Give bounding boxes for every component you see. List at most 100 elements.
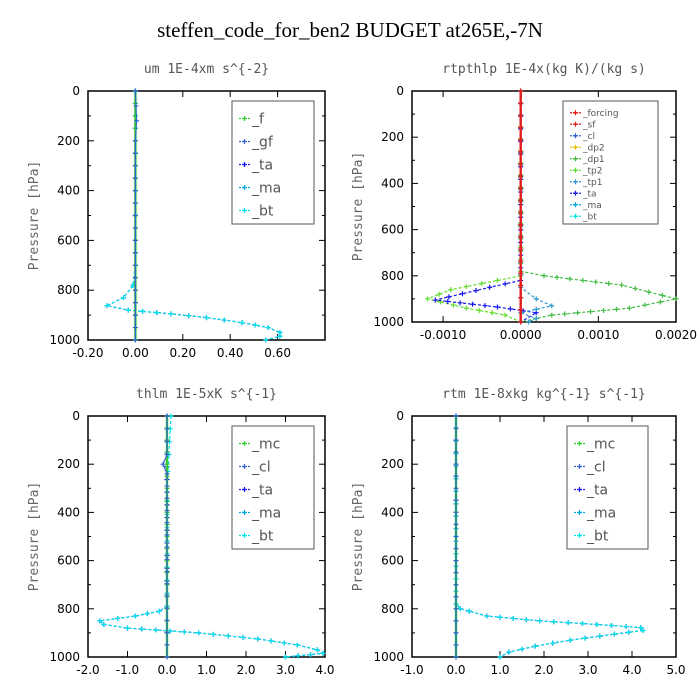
series-marker <box>132 237 138 243</box>
y-tick-label: 0 <box>396 84 404 98</box>
series-marker <box>132 163 138 169</box>
legend-marker <box>573 167 578 173</box>
series-marker <box>134 118 140 124</box>
series-marker <box>453 642 459 648</box>
series-marker <box>497 654 503 660</box>
legend-marker <box>573 179 578 185</box>
panel-title: rtpthlp 1E-4x(kg K)/(kg s) <box>442 62 646 77</box>
series-marker <box>453 570 459 576</box>
series-marker <box>525 319 531 325</box>
series-gf <box>132 88 140 343</box>
series-marker <box>453 630 459 636</box>
series-marker <box>132 113 138 119</box>
y-tick-label: 400 <box>381 505 404 519</box>
y-axis-label: Pressure [hPa] <box>27 482 42 592</box>
series-marker <box>164 532 170 538</box>
legend-label: _cl <box>586 459 606 475</box>
legend-marker <box>573 213 578 219</box>
series-marker <box>549 312 555 318</box>
series-cl <box>160 413 170 660</box>
series-marker <box>532 643 538 649</box>
legend: _mc _cl _ta _ma _bt <box>231 425 315 550</box>
series-marker <box>506 649 512 655</box>
series-marker <box>445 298 451 304</box>
series-sf <box>518 88 524 325</box>
legend-label: _cl <box>582 132 595 142</box>
y-tick-label: 1000 <box>373 650 404 664</box>
legend-marker <box>573 190 578 196</box>
x-tick-label: 0.0 <box>157 663 176 677</box>
series-marker <box>601 307 607 313</box>
y-tick-label: 0 <box>72 84 80 98</box>
legend-marker <box>242 533 247 538</box>
x-tick-label: 1.0 <box>197 663 216 677</box>
series-marker <box>164 520 170 526</box>
series-marker <box>537 618 543 624</box>
series-tp2 <box>425 88 524 325</box>
x-tick-label: 3.0 <box>578 663 597 677</box>
series-marker <box>580 621 585 627</box>
series-marker <box>125 625 130 631</box>
series-marker <box>295 653 301 659</box>
legend-label: _f <box>251 111 265 127</box>
legend-label: _cl <box>251 459 271 475</box>
series-marker <box>168 311 174 317</box>
series-marker <box>453 461 459 467</box>
series-marker <box>453 413 459 419</box>
legend-label: _ta <box>586 482 608 498</box>
legend-label: _bt <box>251 528 274 544</box>
y-tick-label: 800 <box>57 602 80 616</box>
panel-thlm: thlm 1E-5xK s^{-1} Pressure [hPa] 0 200 400 6… <box>27 387 335 677</box>
legend-marker <box>573 144 578 150</box>
x-tick-label: -1.0 <box>116 663 139 677</box>
series-marker <box>497 614 503 620</box>
series-marker <box>489 310 495 316</box>
y-axis-label: Pressure [hPa] <box>351 152 366 262</box>
legend-marker <box>577 533 582 538</box>
series-marker <box>459 291 465 297</box>
series-marker <box>594 621 600 627</box>
series-marker <box>97 618 103 624</box>
y-tick-label: 600 <box>57 233 80 247</box>
series-marker <box>453 594 459 600</box>
series-marker <box>518 173 524 179</box>
series-marker <box>606 281 612 286</box>
series-marker <box>453 449 459 455</box>
legend: _forcing_sf _cl_dp2 _dp1_tp2 _tp1_ta _ma_bt <box>562 100 659 225</box>
series-marker <box>470 301 476 307</box>
legend-label: _ma <box>251 180 281 196</box>
series-marker <box>132 175 138 181</box>
series-line <box>518 91 554 323</box>
y-tick-label: 1000 <box>373 315 404 329</box>
series-marker <box>132 337 138 343</box>
series-marker <box>133 103 139 109</box>
y-tick-label: 400 <box>381 176 404 190</box>
series-marker <box>132 213 138 218</box>
series-marker <box>533 296 539 302</box>
legend-label: _sf <box>582 120 596 130</box>
x-tick-label: 5.0 <box>666 663 685 677</box>
x-tick-label: 0.60 <box>264 346 291 360</box>
legend-marker <box>242 116 247 121</box>
series-marker <box>265 325 271 331</box>
x-tick-label: 0.00 <box>122 346 149 360</box>
series-marker <box>436 291 442 297</box>
series-marker <box>518 197 524 203</box>
series-marker <box>132 188 138 194</box>
series-marker <box>446 294 452 300</box>
series-marker <box>510 615 516 621</box>
series-marker <box>533 316 539 322</box>
x-tick-label: 0.0000 <box>500 328 542 342</box>
series-marker <box>132 275 138 281</box>
series-marker <box>314 647 320 653</box>
y-tick-label: 0 <box>72 409 80 423</box>
legend-marker <box>242 441 247 446</box>
series-marker <box>453 654 459 660</box>
legend-label: _forcing <box>582 109 619 119</box>
legend-marker <box>573 202 578 208</box>
series-marker <box>646 289 652 295</box>
x-tick-label: -0.0010 <box>420 328 466 342</box>
series-marker <box>473 288 479 294</box>
series-marker <box>466 608 472 614</box>
